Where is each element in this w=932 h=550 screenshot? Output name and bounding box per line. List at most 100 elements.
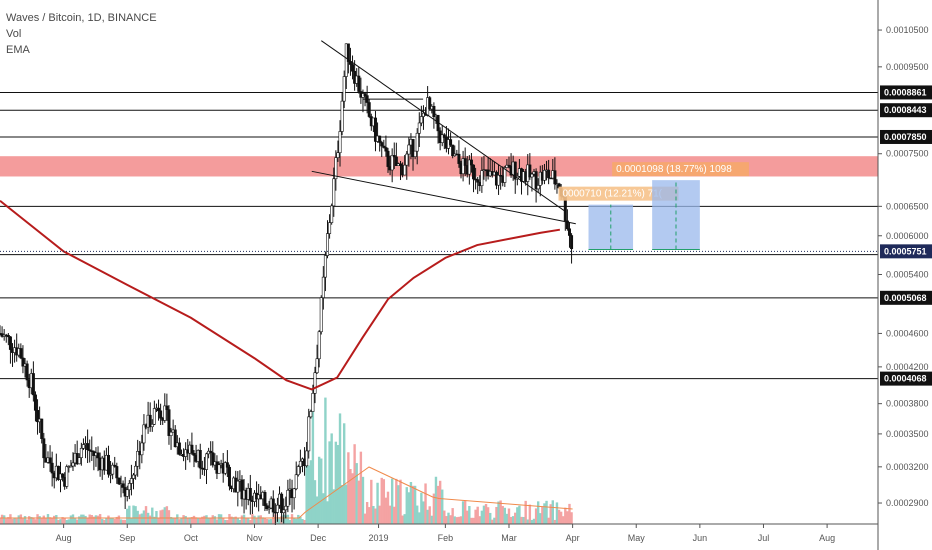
- candle-body: [321, 276, 325, 298]
- volume-study-label[interactable]: Vol: [6, 28, 22, 40]
- candle-body: [190, 444, 194, 454]
- candle-body: [265, 505, 269, 510]
- candle-body: [307, 416, 311, 452]
- price-axis[interactable]: 0.0010500 0.0009500 0.0007500 0.0006500 0.00…: [877, 0, 929, 550]
- candle-body: [428, 97, 432, 110]
- volume-bar: [564, 507, 567, 524]
- candle-body: [136, 451, 140, 467]
- volume-bar: [176, 514, 179, 524]
- volume-bar: [474, 509, 477, 524]
- candle-body: [403, 164, 407, 176]
- candle-body: [217, 464, 221, 474]
- candle-body: [330, 205, 334, 223]
- volume-bar: [355, 463, 358, 524]
- candle-body: [198, 450, 202, 469]
- volume-bar: [441, 489, 444, 524]
- volume-bar: [192, 515, 196, 524]
- candle-body: [363, 93, 367, 96]
- volume-bar: [536, 501, 540, 524]
- volume-bar: [443, 510, 446, 524]
- candle-body: [338, 131, 342, 154]
- price-tick-label: 0.0010500: [886, 25, 929, 35]
- volume-bar: [317, 456, 321, 524]
- ema-study-label[interactable]: EMA: [6, 44, 30, 56]
- volume-bar: [555, 502, 559, 524]
- candle-body: [205, 453, 209, 470]
- volume-bar: [420, 492, 423, 524]
- price-tick-label: 0.0007500: [886, 149, 929, 159]
- measure-label-bg: [558, 186, 679, 201]
- candle-body: [305, 450, 309, 467]
- volume-bar: [311, 400, 315, 524]
- candle-body: [480, 170, 484, 187]
- volume-bar: [138, 514, 141, 524]
- horizontal-levels: [0, 91, 878, 380]
- volume-bar: [409, 482, 413, 524]
- candle-body: [61, 473, 65, 478]
- volume-bar: [267, 519, 271, 524]
- volume-bar: [503, 507, 507, 524]
- volume-bar: [338, 413, 342, 524]
- candle-body: [167, 409, 171, 436]
- volume-bar: [438, 480, 442, 524]
- candle-body: [528, 164, 532, 178]
- symbol-title[interactable]: Waves / Bitcoin, 1D, BINANCE: [6, 12, 157, 24]
- volume-bar: [524, 500, 527, 524]
- candle-body: [150, 423, 154, 428]
- volume-bar: [230, 516, 233, 524]
- candle-body: [77, 457, 81, 465]
- candle-body: [25, 363, 29, 381]
- candle-body: [177, 442, 181, 455]
- volume-bar: [432, 493, 436, 524]
- candle-body: [152, 408, 156, 425]
- candle-body: [142, 424, 146, 444]
- volume-bar: [388, 505, 392, 524]
- volume-bar: [63, 518, 66, 524]
- candle-body: [390, 155, 394, 171]
- volume-bar: [226, 519, 229, 524]
- candle-body: [553, 170, 557, 185]
- candle-body: [271, 498, 275, 513]
- price-tick-label: 0.0004200: [886, 362, 929, 372]
- volume-bar: [228, 514, 231, 524]
- volume-bar: [107, 515, 110, 524]
- candle-body: [399, 163, 403, 166]
- volume-bar: [309, 460, 313, 524]
- volume-bar: [411, 485, 415, 524]
- volume-bar: [90, 515, 93, 524]
- volume-bar: [313, 480, 317, 524]
- candle-body: [173, 429, 177, 448]
- price-marker-badge: [880, 129, 932, 144]
- price-tick-label: 0.0009500: [886, 62, 929, 72]
- price-tick-label: 0.0002900: [886, 498, 929, 508]
- volume-bar: [113, 519, 116, 524]
- candle-body: [417, 122, 421, 134]
- volume-bar: [194, 517, 198, 524]
- time-tick-label: Feb: [438, 533, 454, 543]
- volume-bar: [445, 516, 448, 524]
- price-marker-badge: [880, 85, 932, 100]
- volume-bar: [562, 516, 565, 524]
- candle-body: [340, 100, 344, 132]
- price-tick-label: 0.0003800: [886, 399, 929, 409]
- candle-body: [326, 233, 330, 256]
- volume-bar: [238, 519, 242, 524]
- candle-body: [65, 466, 69, 487]
- volume-bar: [328, 441, 331, 524]
- candle-body: [125, 489, 129, 497]
- time-tick-label: Mar: [501, 533, 517, 543]
- volume-bar: [547, 517, 550, 524]
- volume-bar: [399, 479, 402, 524]
- volume-bar: [184, 515, 187, 524]
- candle-body: [549, 177, 553, 180]
- volume-bar: [38, 516, 41, 524]
- volume-bar: [505, 513, 509, 524]
- time-axis[interactable]: Aug Sep Oct Nov Dec 2019 Feb Mar Apr May Jun Jul Aug: [0, 523, 878, 543]
- time-tick-label: Nov: [246, 533, 263, 543]
- candle-body: [148, 414, 152, 428]
- volume-bar: [121, 519, 125, 524]
- candle-body: [507, 164, 511, 167]
- candle-body: [79, 447, 83, 458]
- volume-bar: [384, 497, 388, 524]
